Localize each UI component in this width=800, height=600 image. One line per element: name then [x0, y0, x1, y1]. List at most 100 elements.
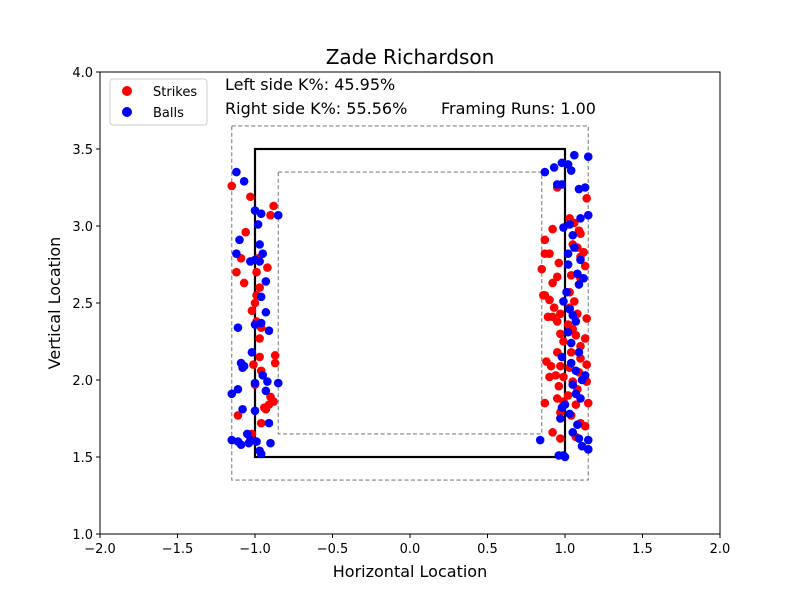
strike-point: [554, 381, 564, 391]
ball-point: [568, 428, 578, 437]
ball-point: [236, 440, 246, 449]
strike-point: [583, 398, 593, 408]
ball-point: [253, 220, 263, 229]
ball-point: [566, 166, 576, 175]
ball-point: [258, 249, 268, 259]
ball-point: [233, 384, 243, 394]
strike-point: [548, 428, 557, 437]
ball-point: [552, 180, 562, 189]
y-axis-label: Vertical Location: [45, 237, 64, 370]
ball-point: [273, 210, 283, 220]
ball-point: [583, 210, 593, 220]
ball-point: [566, 338, 576, 348]
x-tick-label: 2.0: [710, 542, 731, 557]
x-axis-label: Horizontal Location: [333, 562, 487, 581]
ball-point: [227, 389, 237, 399]
ball-point: [576, 394, 585, 403]
strike-point: [255, 283, 264, 292]
x-tick-label: 1.0: [555, 542, 576, 557]
strike-point: [548, 278, 557, 288]
legend-box: [109, 78, 208, 126]
x-tick-label: −1.5: [162, 542, 194, 557]
strike-point: [570, 297, 579, 306]
ball-point: [261, 277, 271, 286]
ball-point: [264, 418, 274, 428]
ball-point: [583, 445, 593, 454]
strike-point: [249, 360, 258, 369]
ball-point: [571, 366, 581, 376]
ball-point: [250, 378, 260, 388]
strike-point: [227, 181, 237, 191]
framing-runs-annotation: Framing Runs: 1.00: [441, 99, 596, 118]
strike-point: [582, 360, 591, 369]
strike-point: [556, 434, 565, 443]
x-tick-label: 1.5: [632, 542, 653, 557]
ball-point: [273, 378, 283, 388]
strike-point: [556, 309, 565, 319]
ball-point: [557, 403, 567, 413]
ball-point: [568, 380, 578, 389]
strike-point: [556, 361, 565, 371]
strike-point: [252, 267, 261, 277]
y-tick-label: 3.5: [72, 143, 93, 158]
strike-point: [545, 249, 554, 259]
inner-zone-rect: [277, 171, 543, 435]
strike-point: [232, 267, 241, 277]
ball-point: [250, 406, 260, 416]
strike-point: [250, 298, 260, 308]
ball-point: [239, 177, 249, 186]
ball-point: [576, 214, 585, 223]
y-tick-label: 2.5: [72, 297, 93, 312]
ball-point: [263, 377, 272, 386]
strike-point: [559, 372, 568, 382]
strike-point: [255, 352, 264, 362]
ball-point: [583, 152, 593, 161]
strike-point: [563, 391, 573, 400]
zones-layer: [231, 125, 589, 481]
y-tick-label: 4.0: [72, 66, 93, 81]
strike-point: [540, 398, 550, 408]
ball-point: [570, 150, 579, 160]
x-tick-label: −0.5: [317, 542, 349, 557]
left-side-k-annotation: Left side K%: 45.95%: [225, 75, 395, 94]
strike-point: [255, 334, 264, 343]
strike-point: [549, 303, 559, 312]
y-tick-label: 2.0: [72, 374, 93, 389]
strike-point: [548, 224, 557, 234]
strike-point: [582, 314, 591, 323]
ball-point: [562, 287, 571, 297]
strike-point: [256, 418, 266, 428]
ball-point: [580, 183, 590, 192]
ball-point: [576, 255, 585, 265]
ball-point: [256, 209, 266, 218]
ball-point: [266, 438, 275, 448]
ball-point: [247, 347, 257, 357]
strike-point: [580, 334, 590, 343]
ball-point: [579, 274, 588, 283]
ball-point: [238, 404, 247, 414]
strike-point: [552, 317, 562, 326]
strike-point: [241, 227, 250, 237]
x-tick-label: 0.5: [477, 542, 498, 557]
ball-point: [563, 327, 573, 337]
strike-point: [580, 421, 590, 431]
ball-point: [238, 363, 247, 372]
ball-point: [573, 420, 582, 429]
ball-point: [563, 260, 573, 269]
ball-point: [583, 435, 593, 445]
y-tick-label: 3.0: [72, 220, 93, 235]
strike-point: [571, 400, 581, 409]
strike-point: [539, 291, 548, 300]
ball-point: [559, 297, 568, 306]
strike-zone-rect: [253, 147, 567, 459]
series-strikes: [227, 181, 593, 454]
ball-point: [256, 292, 266, 302]
ball-point: [535, 435, 545, 445]
ball-point: [559, 223, 568, 232]
y-tick-label: 1.0: [72, 528, 93, 543]
strike-point: [247, 306, 257, 316]
strike-point: [233, 411, 243, 420]
y-axis-ticks: 1.0 1.5 2.0 2.5 3.0 3.5 4.0: [72, 66, 100, 543]
ball-point: [574, 347, 584, 357]
x-tick-label: −1.0: [239, 542, 271, 557]
